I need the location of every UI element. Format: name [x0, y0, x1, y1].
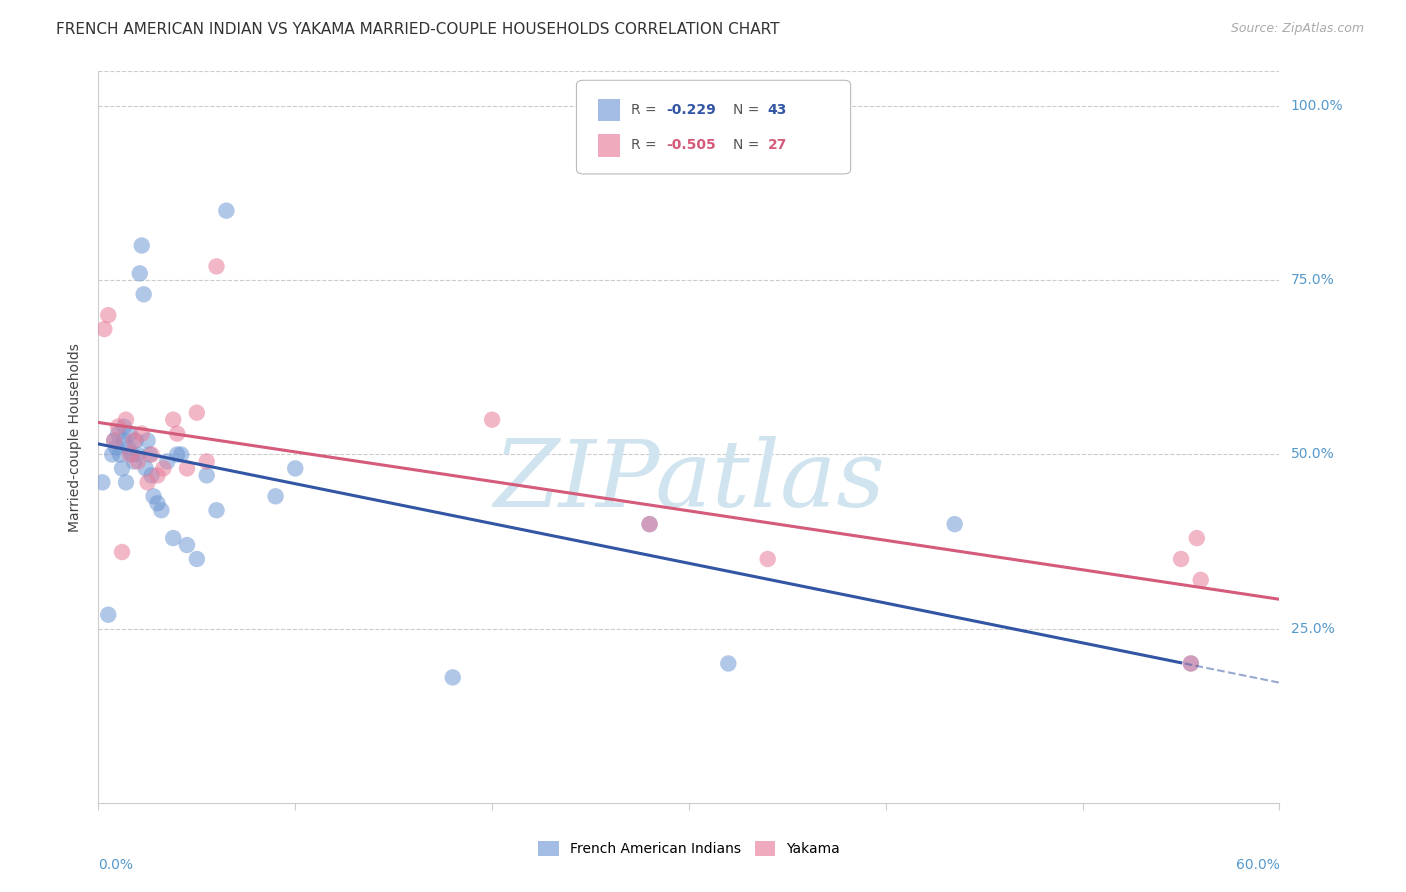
Point: [176, 461, 198, 475]
Point: [128, 266, 150, 280]
Text: R =: R =: [631, 138, 661, 153]
Point: [150, 503, 173, 517]
Text: -0.505: -0.505: [666, 138, 716, 153]
Point: [166, 448, 188, 462]
Point: [186, 406, 208, 420]
Y-axis label: Married-couple Households: Married-couple Households: [69, 343, 83, 532]
Text: -0.229: -0.229: [666, 103, 716, 117]
Point: [136, 434, 159, 448]
Point: [166, 426, 188, 441]
Point: [136, 475, 159, 490]
Point: [142, 489, 165, 503]
Point: [112, 419, 135, 434]
Point: [141, 468, 163, 483]
Text: 27: 27: [768, 138, 787, 153]
Point: [127, 454, 149, 468]
Text: Source: ZipAtlas.com: Source: ZipAtlas.com: [1230, 22, 1364, 36]
Point: [107, 419, 129, 434]
Text: R =: R =: [631, 103, 661, 117]
Point: [943, 517, 966, 532]
Point: [132, 287, 155, 301]
Text: N =: N =: [733, 138, 763, 153]
Point: [91, 475, 114, 490]
Point: [152, 461, 174, 475]
Point: [186, 552, 208, 566]
Point: [93, 322, 115, 336]
Point: [117, 441, 139, 455]
Point: [127, 448, 149, 462]
Point: [103, 434, 125, 448]
Point: [131, 238, 153, 252]
Point: [125, 434, 148, 448]
Point: [146, 496, 169, 510]
Text: N =: N =: [733, 103, 763, 117]
Point: [118, 426, 141, 441]
Point: [122, 434, 145, 448]
Text: 60.0%: 60.0%: [1236, 858, 1279, 871]
Point: [717, 657, 740, 671]
Point: [156, 454, 179, 468]
Point: [103, 434, 125, 448]
Point: [141, 448, 163, 462]
Point: [107, 426, 129, 441]
Point: [1170, 552, 1192, 566]
Point: [170, 448, 193, 462]
Point: [162, 531, 184, 545]
Point: [162, 412, 184, 426]
Point: [122, 454, 145, 468]
Point: [756, 552, 779, 566]
Text: 0.0%: 0.0%: [98, 858, 134, 871]
Point: [111, 461, 134, 475]
Point: [215, 203, 238, 218]
Text: 100.0%: 100.0%: [1291, 99, 1343, 113]
Point: [264, 489, 287, 503]
Text: 25.0%: 25.0%: [1291, 622, 1334, 636]
Point: [205, 503, 228, 517]
Point: [97, 308, 120, 322]
Text: 50.0%: 50.0%: [1291, 448, 1334, 461]
Text: 43: 43: [768, 103, 787, 117]
Point: [441, 670, 464, 684]
Point: [115, 412, 138, 426]
Point: [112, 434, 135, 448]
Text: 75.0%: 75.0%: [1291, 273, 1334, 287]
Point: [1180, 657, 1202, 671]
Point: [118, 448, 141, 462]
Point: [146, 468, 169, 483]
Point: [105, 441, 128, 455]
Point: [111, 545, 134, 559]
Point: [1185, 531, 1208, 545]
Point: [284, 461, 307, 475]
Point: [176, 538, 198, 552]
Point: [1189, 573, 1212, 587]
Text: FRENCH AMERICAN INDIAN VS YAKAMA MARRIED-COUPLE HOUSEHOLDS CORRELATION CHART: FRENCH AMERICAN INDIAN VS YAKAMA MARRIED…: [56, 22, 780, 37]
Point: [135, 461, 157, 475]
Point: [138, 448, 160, 462]
Point: [131, 426, 153, 441]
Point: [108, 448, 131, 462]
Point: [205, 260, 228, 274]
Point: [638, 517, 661, 532]
Point: [195, 468, 218, 483]
Point: [121, 448, 143, 462]
Text: ZIPatlas: ZIPatlas: [494, 436, 884, 526]
Point: [101, 448, 124, 462]
Point: [97, 607, 120, 622]
Legend: French American Indians, Yakama: French American Indians, Yakama: [531, 836, 846, 862]
Point: [1180, 657, 1202, 671]
Point: [481, 412, 503, 426]
Point: [638, 517, 661, 532]
Point: [195, 454, 218, 468]
Point: [115, 475, 138, 490]
